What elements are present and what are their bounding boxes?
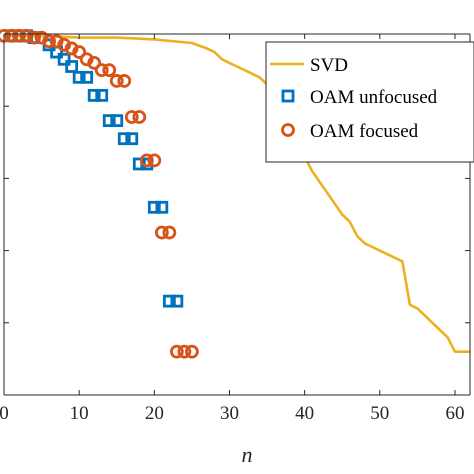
oam-focused-marker <box>94 63 109 77</box>
legend-entry-label: OAM focused <box>310 121 419 142</box>
oam-focused-marker <box>57 37 72 52</box>
oam-focused-marker <box>79 52 94 67</box>
oam-focused-marker <box>124 110 139 124</box>
oam-unfocused-marker <box>155 200 169 214</box>
legend-entry-label: OAM unfocused <box>310 87 438 108</box>
legend-entry-label: SVD <box>310 55 348 76</box>
oam-unfocused-marker <box>80 70 94 84</box>
oam-focused-marker <box>177 344 192 359</box>
oam-focused-marker <box>42 34 56 49</box>
oam-unfocused-marker <box>170 294 184 308</box>
oam-focused-marker <box>4 28 19 43</box>
oam-focused-marker <box>64 41 79 56</box>
x-tick-label: 30 <box>220 403 239 424</box>
x-tick-label: 50 <box>370 403 389 424</box>
legend: SVD OAM unfocused OAM focused <box>265 41 474 163</box>
oam-unfocused-marker <box>147 200 161 214</box>
oam-focused-marker <box>132 110 147 124</box>
legend-swatch-oam-focused <box>281 123 295 137</box>
legend-box <box>265 41 474 163</box>
oam-focused-marker <box>27 30 41 45</box>
oam-unfocused-marker <box>117 132 131 146</box>
oam-focused-marker <box>12 28 26 43</box>
x-tick-label: 40 <box>295 403 314 424</box>
oam-focused-marker <box>169 344 184 359</box>
x-tick-label: 20 <box>145 403 164 424</box>
oam-unfocused-marker <box>102 114 116 128</box>
oam-unfocused-marker <box>87 88 101 102</box>
oam-focused-marker <box>185 344 199 359</box>
oam-unfocused-marker <box>110 114 124 128</box>
oam-unfocused-marker <box>65 60 79 73</box>
x-tick-label: 10 <box>70 403 89 424</box>
oam-focused-marker <box>102 63 117 77</box>
x-tick-label: 0 <box>0 403 9 424</box>
legend-swatch-oam-unfocused <box>281 89 295 103</box>
oam-focused-marker <box>34 30 49 45</box>
series-line-svd <box>4 34 470 354</box>
x-axis-label: n <box>242 442 253 467</box>
oam-focused-marker <box>139 153 154 168</box>
x-tick-label: 60 <box>445 403 464 424</box>
oam-unfocused-marker <box>125 132 139 146</box>
oam-focused-marker <box>147 153 162 168</box>
oam-focused-marker <box>154 225 169 240</box>
oam-focused-marker <box>87 55 102 70</box>
series-layer <box>0 28 470 359</box>
oam-focused-marker <box>49 34 64 49</box>
oam-focused-marker <box>72 45 87 59</box>
oam-unfocused-marker <box>95 88 109 102</box>
oam-focused-marker <box>19 28 34 43</box>
oam-focused-marker <box>117 74 132 88</box>
oam-focused-marker <box>109 74 124 88</box>
axes-layer: 0 10 20 30 40 50 60 <box>0 33 471 424</box>
oam-focused-marker <box>162 225 177 240</box>
oam-unfocused-marker <box>162 294 176 308</box>
oam-unfocused-marker <box>72 70 86 84</box>
oam-unfocused-marker <box>57 52 71 66</box>
